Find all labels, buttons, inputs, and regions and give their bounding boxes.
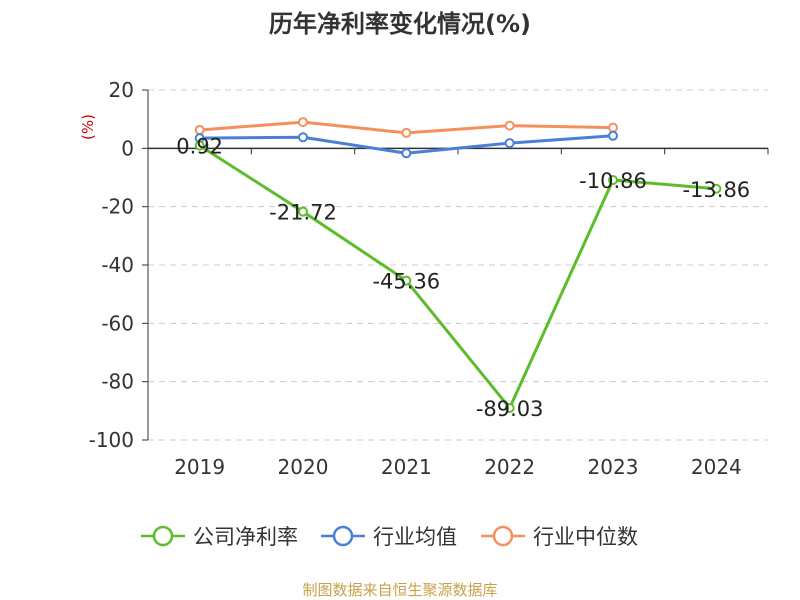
y-tick-label: -100 bbox=[89, 428, 134, 452]
data-point bbox=[504, 138, 515, 149]
y-tick-label: 20 bbox=[109, 78, 134, 102]
y-axis-unit: (%) bbox=[79, 114, 97, 140]
data-labels: 0.92 -21.72 -45.36 -89.03 -10.86 -13.86 bbox=[176, 135, 750, 421]
data-label: -45.36 bbox=[372, 270, 440, 294]
series-行业均值 bbox=[194, 130, 618, 159]
legend-marker bbox=[152, 525, 174, 547]
legend-label: 行业均值 bbox=[373, 525, 457, 549]
legend-label: 行业中位数 bbox=[533, 525, 638, 549]
data-point bbox=[401, 127, 412, 138]
chart-title: 历年净利率变化情况(%) bbox=[269, 10, 531, 38]
series-公司净利率 bbox=[194, 140, 722, 414]
data-point bbox=[194, 124, 205, 135]
x-tick-label: 2019 bbox=[174, 455, 225, 479]
x-tick-label: 2022 bbox=[484, 455, 535, 479]
data-point bbox=[504, 403, 515, 414]
data-point bbox=[711, 183, 722, 194]
data-point bbox=[401, 148, 412, 159]
data-label: -10.86 bbox=[579, 169, 647, 193]
series-layer bbox=[194, 117, 722, 414]
y-tick-label: 0 bbox=[121, 136, 134, 160]
data-point bbox=[504, 120, 515, 131]
source-note: 制图数据来自恒生聚源数据库 bbox=[302, 581, 497, 599]
data-point bbox=[298, 117, 308, 128]
data-label: 0.92 bbox=[176, 135, 223, 159]
x-tick-label: 2021 bbox=[381, 455, 432, 479]
data-point bbox=[608, 122, 618, 133]
series-行业中位数 bbox=[194, 117, 618, 138]
data-point bbox=[298, 132, 308, 143]
data-point bbox=[298, 206, 308, 217]
y-tick-label: -60 bbox=[101, 311, 134, 335]
series-line bbox=[198, 144, 717, 410]
y-tick-label: -20 bbox=[101, 195, 134, 219]
data-point bbox=[608, 130, 618, 141]
x-tick-label: 2023 bbox=[588, 455, 639, 479]
x-tick-label: 2020 bbox=[278, 455, 329, 479]
data-point bbox=[608, 175, 618, 186]
data-point bbox=[401, 275, 412, 286]
legend-marker bbox=[332, 525, 354, 547]
grid-lines bbox=[142, 89, 768, 441]
data-point bbox=[194, 140, 205, 151]
legend-label: 公司净利率 bbox=[193, 525, 298, 549]
legend-item[interactable]: 行业中位数 bbox=[481, 525, 638, 549]
data-label: -21.72 bbox=[269, 201, 337, 225]
legend-marker bbox=[492, 525, 514, 547]
x-tick-label: 2024 bbox=[691, 455, 742, 479]
x-tick-labels: 2019 2020 2021 2022 2023 2024 bbox=[174, 455, 742, 479]
legend-item[interactable]: 公司净利率 bbox=[141, 525, 298, 549]
legend[interactable]: 公司净利率 行业均值 行业中位数 bbox=[141, 525, 638, 549]
legend-item[interactable]: 行业均值 bbox=[321, 525, 457, 549]
data-label: -89.03 bbox=[476, 397, 544, 421]
data-label: -13.86 bbox=[682, 178, 750, 202]
y-tick-label: -80 bbox=[101, 370, 134, 394]
y-tick-labels: 20 0 -20 -40 -60 -80 -100 bbox=[89, 78, 134, 452]
y-tick-label: -40 bbox=[101, 253, 134, 277]
